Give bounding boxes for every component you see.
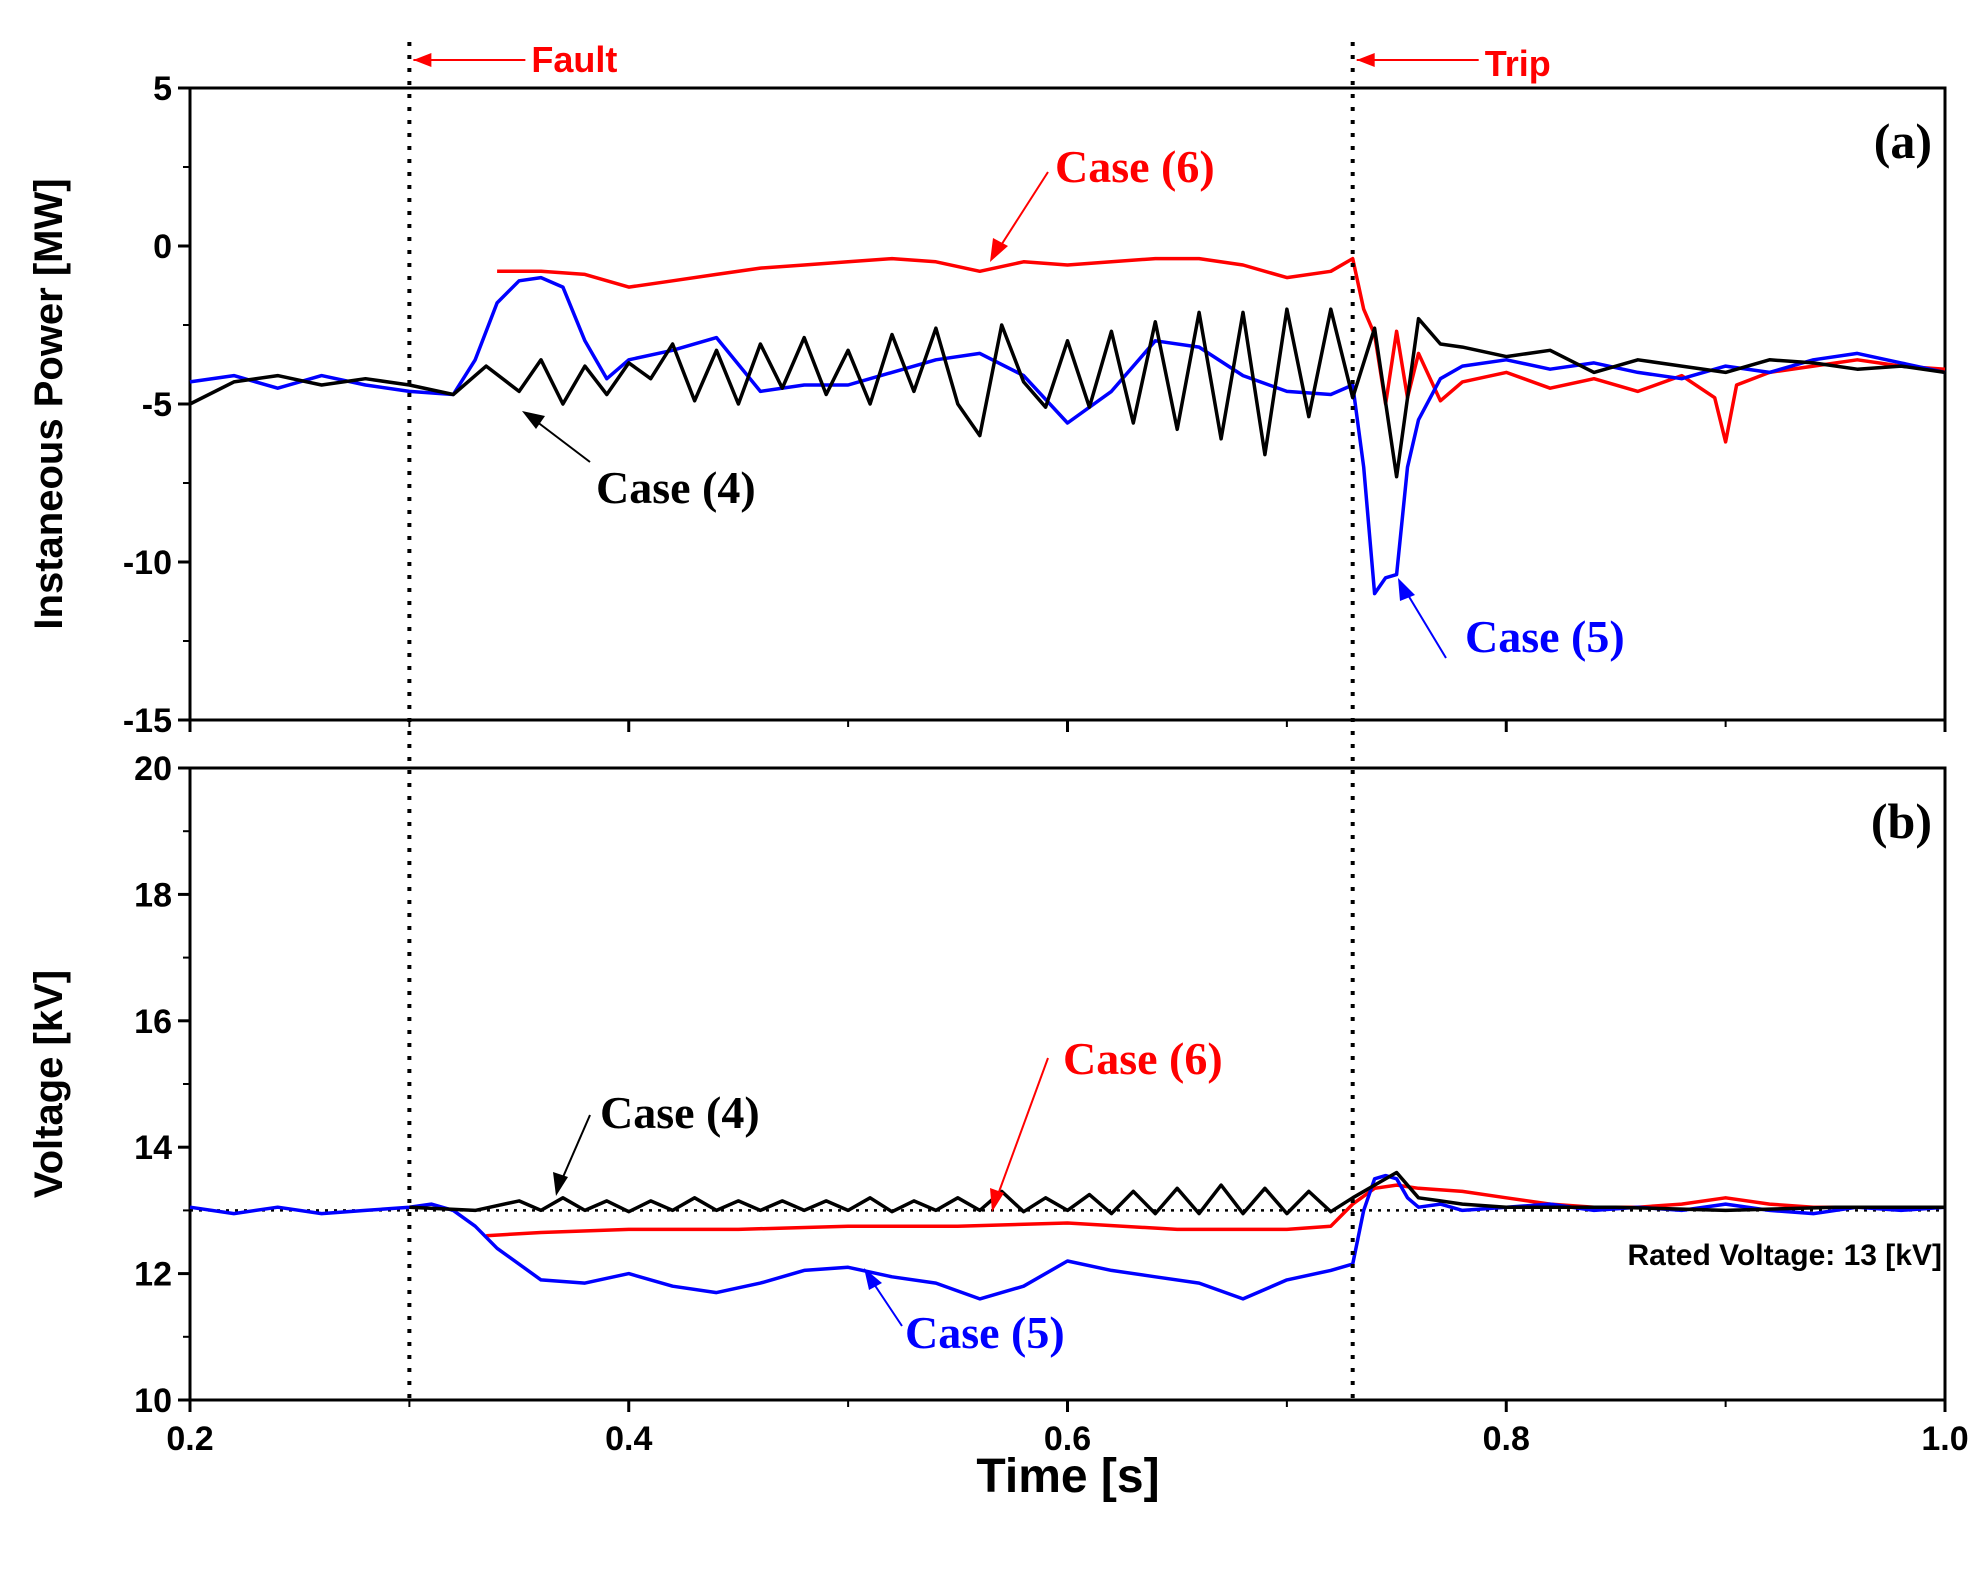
- y-tick-label: -15: [123, 702, 172, 740]
- y-axis-ticks-b: 20 18 16 14 12 10: [134, 750, 190, 1420]
- x-tick-label: 0.2: [166, 1420, 213, 1458]
- annot-a-case6-arrowhead: [990, 238, 1008, 262]
- annotations-a: Case (6) Case (4) Case (5): [522, 141, 1625, 662]
- annot-a-case4-pointer: [531, 417, 591, 463]
- series-line-6: [497, 256, 1946, 444]
- trip-label: Trip: [1485, 43, 1551, 84]
- x-tick-label: 0.6: [1044, 1420, 1091, 1458]
- annot-a-case5: Case (5): [1465, 611, 1625, 662]
- annot-b-case6-pointer: [995, 1057, 1049, 1201]
- annot-a-case6-pointer: [997, 171, 1049, 251]
- event-arrowhead: [1356, 53, 1375, 67]
- panel-a: 5 0 -5 -10 -15 Instaneous Power [MW] (a): [27, 70, 1947, 740]
- plot-frame-b: [188, 766, 1947, 1402]
- y-tick-label: 12: [134, 1256, 172, 1294]
- annot-b-case5-arrowhead: [864, 1268, 882, 1290]
- y-axis-ticks-a: 5 0 -5 -10 -15: [123, 70, 190, 740]
- y-tick-label: -5: [142, 386, 172, 424]
- y-tick-label: 20: [134, 750, 172, 788]
- y-tick-label: -10: [123, 544, 172, 582]
- annot-b-case4-pointer: [559, 1114, 591, 1185]
- y-axis-title-b: Voltage [kV]: [27, 970, 71, 1198]
- event-markers: Fault Trip: [407, 39, 1551, 1400]
- series-lines-a: [189, 256, 1946, 596]
- rated-voltage-label: Rated Voltage: 13 [kV]: [1627, 1239, 1942, 1272]
- annotations-b: Case (6) Case (4) Case (5): [553, 1033, 1223, 1358]
- fault-label: Fault: [531, 39, 617, 80]
- x-tick-label: 1.0: [1921, 1420, 1968, 1458]
- y-tick-label: 10: [134, 1382, 172, 1420]
- annot-a-case5-arrowhead: [1398, 578, 1415, 601]
- x-tick-label: 0.4: [605, 1420, 652, 1458]
- fault-arrow: [413, 53, 526, 67]
- panel-b: 20 18 16 14 12 10 0.2 0.4 0.6 0.8 1.0 Voltage [kV…: [27, 750, 1969, 1503]
- y-axis-title-a: Instaneous Power [MW]: [27, 178, 71, 629]
- annot-b-case4-arrowhead: [553, 1172, 568, 1196]
- y-tick-label: 14: [134, 1129, 172, 1167]
- annot-a-case4: Case (4): [596, 462, 756, 513]
- panel-label-a: (a): [1874, 113, 1932, 169]
- x-tick-label: 0.8: [1483, 1420, 1530, 1458]
- annot-a-case6: Case (6): [1055, 141, 1215, 192]
- x-axis-title: Time [s]: [976, 1450, 1159, 1503]
- series-lines-b: [189, 1170, 1946, 1301]
- panel-label-b: (b): [1871, 793, 1932, 849]
- annot-b-case6-arrowhead: [990, 1188, 1004, 1212]
- x-axis-ticks-a: [188, 720, 1947, 732]
- series-line-4: [189, 307, 1946, 479]
- event-arrowhead: [413, 53, 432, 67]
- x-axis-ticks-b: 0.2 0.4 0.6 0.8 1.0: [166, 1400, 1969, 1458]
- series-line-5: [189, 1173, 1946, 1301]
- annot-a-case5-pointer: [1404, 589, 1447, 659]
- trip-arrow: [1356, 53, 1479, 67]
- y-tick-label: 5: [153, 70, 172, 108]
- annot-a-case4-arrowhead: [522, 411, 545, 429]
- annot-b-case5: Case (5): [905, 1307, 1065, 1358]
- annot-b-case4: Case (4): [600, 1087, 760, 1138]
- series-line-5: [189, 275, 1946, 596]
- y-tick-label: 0: [153, 228, 172, 266]
- y-tick-label: 16: [134, 1003, 172, 1041]
- y-tick-label: 18: [134, 876, 172, 914]
- series-line-4: [409, 1170, 1945, 1216]
- annot-b-case6: Case (6): [1063, 1033, 1223, 1084]
